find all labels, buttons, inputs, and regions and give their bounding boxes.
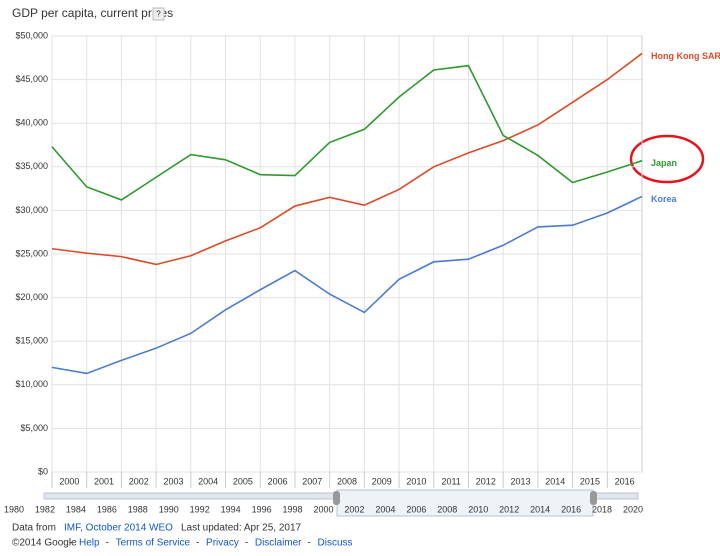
series-line: [51, 195, 643, 375]
y-tick-label: $25,000: [15, 248, 48, 258]
x-tick-label: 2013: [511, 476, 531, 486]
legend-label[interactable]: Japan: [651, 158, 677, 168]
series-line: [51, 52, 643, 266]
copyright: ©2014 Google: [12, 538, 77, 549]
timeline-year[interactable]: 2010: [468, 504, 488, 514]
footer-separator: -: [245, 538, 248, 549]
footer-text: Data from: [12, 523, 56, 534]
x-tick-label: 2011: [441, 476, 460, 486]
y-tick-label: $5,000: [20, 423, 48, 433]
x-tick-label: 2000: [59, 476, 79, 486]
timeline-year[interactable]: 2002: [344, 504, 364, 514]
footer-text: Last updated: Apr 25, 2017: [181, 523, 302, 534]
timeline-year[interactable]: 1982: [35, 504, 55, 514]
timeline-year[interactable]: 1992: [190, 504, 210, 514]
footer-link[interactable]: Disclaimer: [255, 538, 302, 549]
timeline-handle[interactable]: [590, 491, 597, 505]
x-tick-label: 2004: [198, 476, 218, 486]
timeline-year[interactable]: 2004: [375, 504, 395, 514]
footer-separator: -: [308, 538, 311, 549]
footer-link[interactable]: Discuss: [318, 538, 353, 549]
y-tick-label: $30,000: [15, 205, 48, 215]
x-tick-label: 2016: [615, 476, 635, 486]
x-tick-label: 2015: [580, 476, 600, 486]
y-tick-label: $15,000: [15, 336, 48, 346]
x-tick-label: 2007: [302, 476, 322, 486]
x-tick-label: 2012: [476, 476, 496, 486]
y-tick-label: $20,000: [15, 292, 48, 302]
timeline-year[interactable]: 2006: [406, 504, 426, 514]
legend-label[interactable]: Hong Kong SAR: [651, 51, 720, 61]
x-tick-label: 2006: [268, 476, 288, 486]
timeline-year[interactable]: 2000: [313, 504, 333, 514]
footer-separator: -: [106, 538, 109, 549]
x-tick-label: 2003: [163, 476, 183, 486]
y-tick-label: $10,000: [15, 379, 48, 389]
timeline-year[interactable]: 2020: [623, 504, 643, 514]
timeline-year[interactable]: 2012: [499, 504, 519, 514]
x-tick-label: 2010: [406, 476, 426, 486]
x-tick-label: 2001: [94, 476, 114, 486]
x-tick-label: 2002: [129, 476, 149, 486]
timeline-year[interactable]: 1994: [221, 504, 241, 514]
x-tick-label: 2014: [545, 476, 565, 486]
timeline-year[interactable]: 1990: [159, 504, 179, 514]
timeline-handle[interactable]: [333, 491, 340, 505]
x-tick-label: 2009: [372, 476, 392, 486]
timeline-year[interactable]: 2014: [530, 504, 550, 514]
x-tick-label: 2005: [233, 476, 253, 486]
legend-label[interactable]: Korea: [651, 194, 678, 204]
highlight-circle: [629, 134, 705, 184]
footer-separator: -: [69, 538, 72, 549]
x-tick-label: 2008: [337, 476, 357, 486]
timeline-year[interactable]: 2018: [592, 504, 612, 514]
footer-link[interactable]: Privacy: [206, 538, 239, 549]
timeline-year[interactable]: 1998: [283, 504, 303, 514]
timeline-year[interactable]: 2008: [437, 504, 457, 514]
y-tick-label: $45,000: [15, 74, 48, 84]
timeline-year[interactable]: 2016: [561, 504, 581, 514]
timeline-year[interactable]: 1980: [4, 504, 24, 514]
y-tick-label: $50,000: [15, 30, 48, 40]
timeline-year[interactable]: 1996: [252, 504, 272, 514]
footer-link[interactable]: IMF, October 2014 WEO: [64, 523, 173, 534]
timeline-year[interactable]: 1984: [66, 504, 86, 514]
chart-title: GDP per capita, current prices: [12, 6, 173, 20]
y-tick-label: $35,000: [15, 161, 48, 171]
timeline-year[interactable]: 1988: [128, 504, 148, 514]
timeline-year[interactable]: 1986: [97, 504, 117, 514]
footer-link[interactable]: Terms of Service: [116, 538, 191, 549]
series-line: [51, 64, 643, 201]
footer-link[interactable]: Help: [79, 538, 100, 549]
timeline-selection[interactable]: [336, 489, 594, 517]
footer-separator: -: [196, 538, 199, 549]
y-tick-label: $40,000: [15, 118, 48, 128]
help-icon[interactable]: ?: [156, 10, 161, 19]
help-box[interactable]: [152, 7, 165, 21]
y-tick-label: $0: [38, 466, 48, 476]
